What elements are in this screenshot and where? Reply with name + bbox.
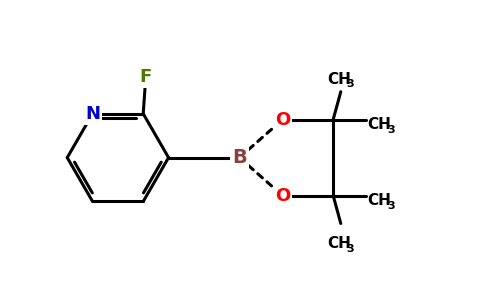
Text: 3: 3	[387, 125, 394, 135]
Text: CH: CH	[327, 72, 351, 87]
Text: 3: 3	[347, 244, 354, 254]
Text: O: O	[275, 187, 290, 205]
Text: B: B	[232, 148, 247, 167]
Text: O: O	[275, 111, 290, 129]
Text: CH: CH	[368, 117, 392, 132]
Text: N: N	[85, 105, 100, 123]
Text: CH: CH	[327, 236, 351, 251]
Text: CH: CH	[368, 193, 392, 208]
Text: F: F	[139, 68, 152, 86]
Text: 3: 3	[387, 201, 394, 211]
Text: 3: 3	[347, 79, 354, 89]
